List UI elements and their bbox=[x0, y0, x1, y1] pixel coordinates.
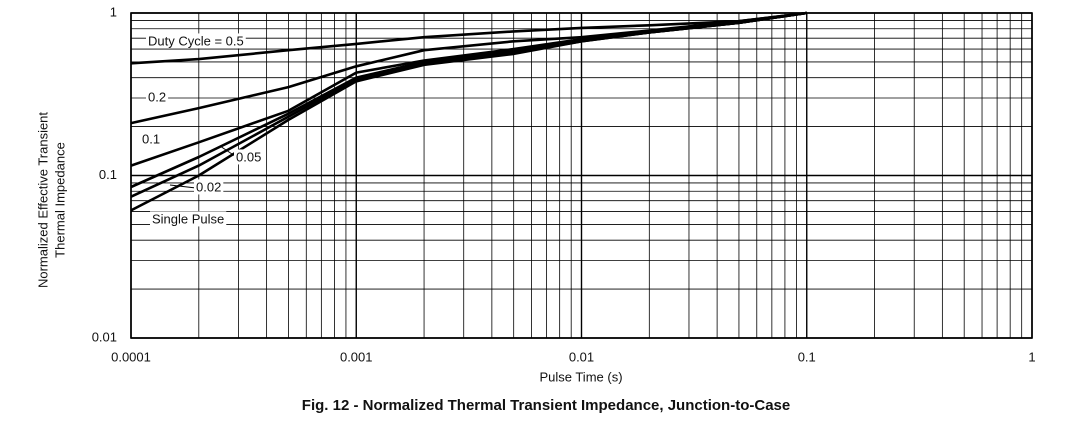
x-tick-label: 0.01 bbox=[569, 349, 594, 364]
plot-frame bbox=[130, 12, 1033, 339]
x-tick-label: 0.001 bbox=[340, 349, 373, 364]
y-tick-label: 1 bbox=[110, 4, 117, 19]
y-tick-label: 0.1 bbox=[99, 167, 117, 182]
chart-title: Fig. 12 - Normalized Thermal Transient I… bbox=[302, 397, 790, 414]
series-label: 0.1 bbox=[142, 131, 160, 146]
x-tick-label: 0.0001 bbox=[111, 349, 151, 364]
x-tick-label: 1 bbox=[1028, 349, 1035, 364]
series-line bbox=[130, 11, 807, 65]
series-label-bg bbox=[234, 149, 264, 165]
series-label-bg bbox=[150, 211, 227, 227]
y-axis-label: Thermal Impedance bbox=[52, 142, 67, 258]
series-line bbox=[130, 11, 807, 125]
y-tick-label: 0.01 bbox=[92, 329, 117, 344]
series-label: 0.2 bbox=[148, 89, 166, 104]
series-label: Single Pulse bbox=[152, 211, 224, 226]
x-axis-label: Pulse Time (s) bbox=[539, 369, 622, 384]
series-label: 0.02 bbox=[196, 179, 221, 194]
series-label: 0.05 bbox=[236, 149, 261, 164]
series-label-bg bbox=[194, 179, 224, 195]
series-label-bg bbox=[140, 131, 163, 147]
series-label: Duty Cycle = 0.5 bbox=[148, 33, 244, 48]
leader-line bbox=[169, 184, 197, 189]
series-line bbox=[130, 11, 807, 212]
series-label-bg bbox=[146, 33, 246, 49]
x-tick-label: 0.1 bbox=[798, 349, 816, 364]
series-label-bg bbox=[146, 89, 169, 105]
y-axis-label: Normalized Effective Transient bbox=[35, 112, 50, 288]
